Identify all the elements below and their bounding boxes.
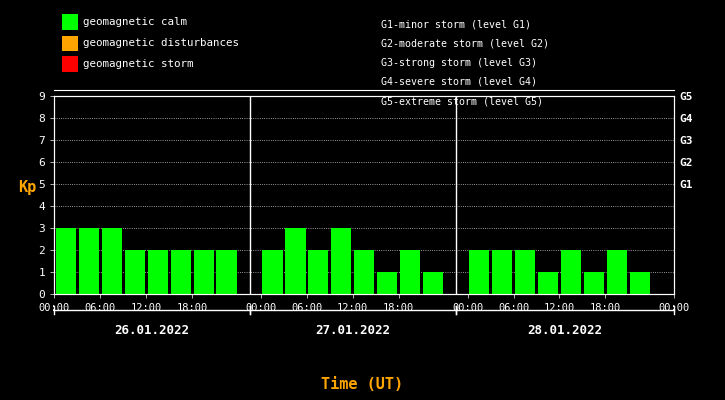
Text: G3-strong storm (level G3): G3-strong storm (level G3) <box>381 58 536 68</box>
Bar <box>469 250 489 294</box>
Text: Time (UT): Time (UT) <box>321 377 404 392</box>
Bar <box>56 228 76 294</box>
Text: geomagnetic storm: geomagnetic storm <box>83 59 194 69</box>
Bar <box>515 250 535 294</box>
Bar <box>125 250 145 294</box>
Bar <box>492 250 512 294</box>
Text: geomagnetic disturbances: geomagnetic disturbances <box>83 38 239 48</box>
Bar <box>217 250 236 294</box>
Bar <box>79 228 99 294</box>
Bar <box>538 272 558 294</box>
Bar <box>377 272 397 294</box>
Bar <box>400 250 420 294</box>
Bar <box>148 250 167 294</box>
Bar <box>423 272 443 294</box>
Text: 26.01.2022: 26.01.2022 <box>115 324 189 337</box>
Text: G2-moderate storm (level G2): G2-moderate storm (level G2) <box>381 38 549 48</box>
Bar <box>194 250 214 294</box>
Bar <box>331 228 352 294</box>
Bar <box>607 250 627 294</box>
Bar <box>262 250 283 294</box>
Text: G4-severe storm (level G4): G4-severe storm (level G4) <box>381 77 536 87</box>
Bar <box>102 228 122 294</box>
Bar <box>286 228 305 294</box>
Text: 27.01.2022: 27.01.2022 <box>315 324 390 337</box>
Text: G5-extreme storm (level G5): G5-extreme storm (level G5) <box>381 96 542 106</box>
Text: geomagnetic calm: geomagnetic calm <box>83 17 187 27</box>
Bar <box>584 272 604 294</box>
Bar <box>355 250 374 294</box>
Text: G1-minor storm (level G1): G1-minor storm (level G1) <box>381 19 531 29</box>
Bar <box>170 250 191 294</box>
Bar <box>630 272 650 294</box>
Text: 28.01.2022: 28.01.2022 <box>528 324 602 337</box>
Bar <box>308 250 328 294</box>
Y-axis label: Kp: Kp <box>18 180 36 195</box>
Bar <box>561 250 581 294</box>
